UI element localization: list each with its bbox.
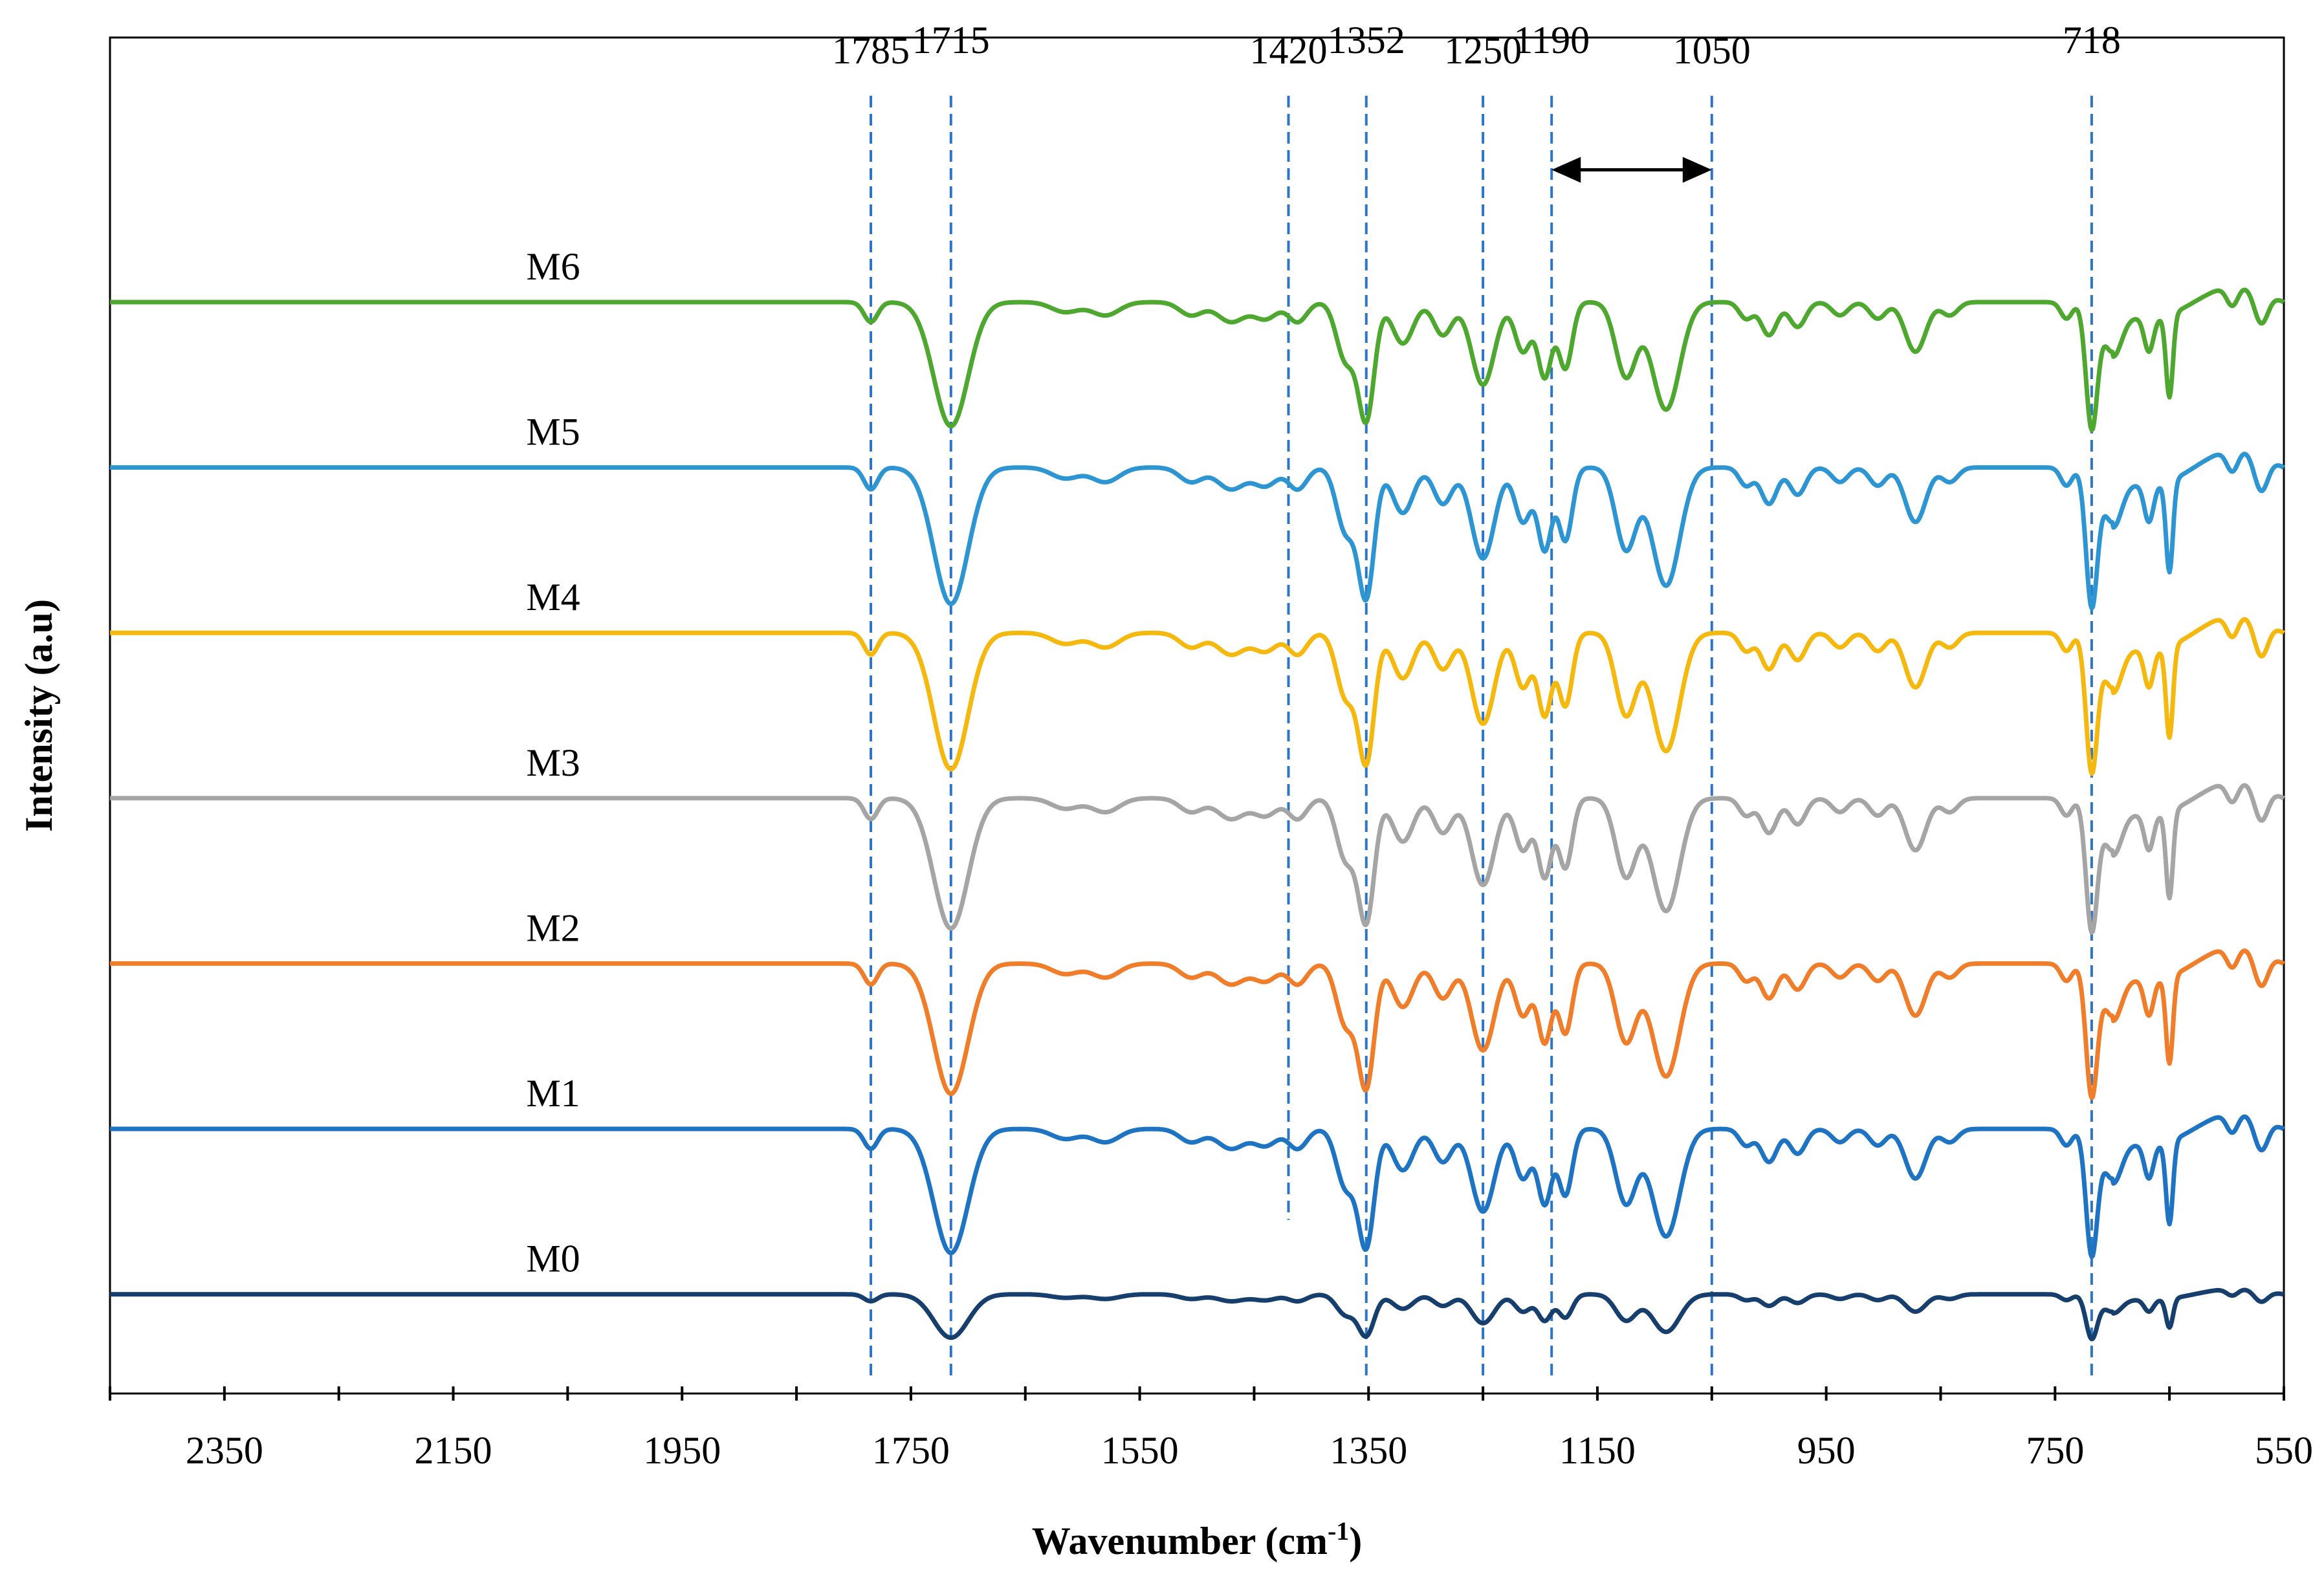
x-tick-label-1750: 1750: [872, 1429, 950, 1472]
peak-label-1352: 1352: [1328, 19, 1405, 61]
series-label-M6: M6: [526, 245, 580, 288]
series-label-M3: M3: [526, 741, 580, 784]
x-tick-label-1550: 1550: [1101, 1429, 1179, 1472]
peak-label-1420: 1420: [1249, 29, 1327, 72]
peak-label-1250: 1250: [1444, 29, 1522, 72]
series-line-M4: [109, 617, 2285, 776]
series-label-M1: M1: [526, 1072, 580, 1115]
peak-label-1715: 1715: [912, 19, 990, 61]
peak-label-1190: 1190: [1513, 19, 1590, 61]
series-label-M5: M5: [526, 411, 580, 454]
x-axis-title: Wavenumber (cm-1): [1032, 1516, 1363, 1562]
x-axis-title-suffix: ): [1349, 1520, 1362, 1562]
peak-label-1785: 1785: [832, 29, 910, 72]
range-arrow-head-right: [1682, 157, 1712, 183]
range-arrow-head-left: [1551, 157, 1581, 183]
range-arrow: [1551, 157, 1712, 183]
x-axis-tick-labels: 2350 2150 1950 1750 1550 1350 1150 950 750 550: [186, 1429, 2313, 1472]
x-tick-label-1350: 1350: [1330, 1429, 1407, 1472]
x-axis-title-superscript: -1: [1328, 1516, 1349, 1546]
series-line-M3: [109, 783, 2285, 935]
peak-label-1050: 1050: [1673, 29, 1751, 72]
series-labels: M6 M5 M4 M3 M2 M1 M0: [526, 245, 580, 1280]
reference-lines: [870, 96, 2093, 1377]
series-line-M1: [109, 1114, 2285, 1260]
series-line-M0: [109, 1287, 2285, 1342]
x-tick-label-950: 950: [1797, 1429, 1856, 1472]
x-axis-ticks: [109, 1386, 2285, 1401]
plot-area-frame: [109, 36, 2285, 1395]
series-line-M5: [109, 452, 2285, 611]
series-label-M0: M0: [526, 1238, 580, 1280]
x-tick-label-750: 750: [2026, 1429, 2084, 1472]
peak-label-718: 718: [2063, 19, 2121, 61]
x-tick-label-1950: 1950: [643, 1429, 721, 1472]
x-tick-label-550: 550: [2255, 1429, 2313, 1472]
series-line-M2: [109, 948, 2285, 1100]
series-label-M4: M4: [526, 576, 580, 618]
series-line-M6: [109, 287, 2285, 433]
x-tick-label-2350: 2350: [186, 1429, 263, 1472]
x-tick-label-1150: 1150: [1559, 1429, 1636, 1472]
spectra-series: [109, 287, 2285, 1342]
y-axis-title: Intensity (a.u): [17, 599, 60, 832]
series-label-M2: M2: [526, 906, 580, 949]
x-tick-label-2150: 2150: [415, 1429, 492, 1472]
